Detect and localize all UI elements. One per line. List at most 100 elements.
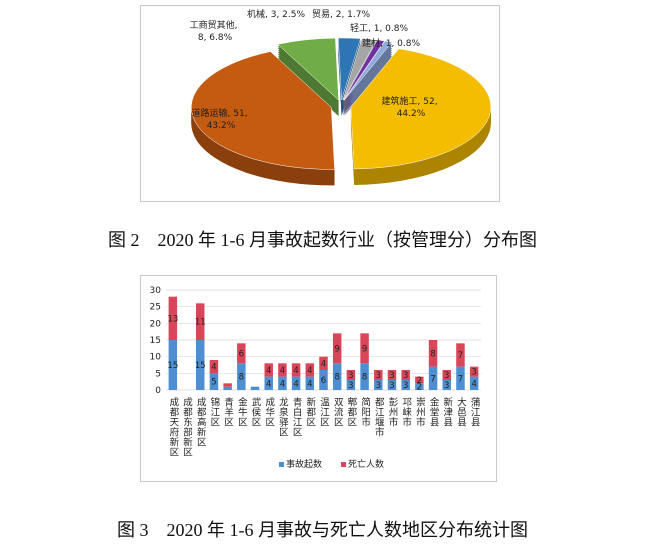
x-tick-label: 成都天府新区 (167, 396, 179, 457)
slice-label-part: 2 (336, 10, 342, 20)
slice-label-part: 0.8% (385, 24, 408, 34)
slice-label: 道路运输, 51, 43.2% (192, 107, 251, 131)
pie-slice (343, 39, 385, 101)
bar-segment (387, 370, 397, 380)
slice-label-part: , (368, 24, 374, 34)
slice-label: 建筑施工, 52, 44.2% (382, 95, 441, 119)
slice-label-part: 51 (233, 109, 244, 119)
slice-label: 建材, 1, 0.8% (362, 37, 421, 49)
slice-label-part: 轻工 (350, 22, 368, 34)
pie-slice (350, 48, 492, 170)
bar-segment (223, 386, 232, 390)
bar-value-label: 8 (362, 373, 367, 383)
bar-value-label: 3 (348, 381, 353, 391)
slice-side (344, 49, 393, 109)
bar-value-label: 6 (321, 376, 326, 386)
bar-segment (237, 363, 246, 390)
slice-label: 轻工, 1, 0.8% (350, 22, 409, 34)
bar-value-label: 3 (403, 371, 408, 381)
slice-label-part: 52 (423, 97, 434, 107)
bar-value-label: 3 (444, 381, 449, 391)
bar-segment (291, 363, 301, 377)
bar-segment (456, 366, 465, 390)
x-tick-label: 龙泉驿区 (277, 396, 289, 437)
x-tick-label: 邛崃市 (400, 397, 412, 427)
slice-label-part: 43.2% (207, 121, 236, 131)
slice-label-part: 1.7% (347, 10, 370, 20)
bar-value-label: 3 (471, 368, 476, 378)
legend-swatch (279, 462, 284, 467)
bar-segment (346, 370, 356, 380)
bar-value-label: 15 (167, 361, 178, 371)
slice-side (344, 45, 393, 105)
bar-value-label: 15 (195, 361, 206, 371)
bar-value-label: 7 (458, 374, 463, 384)
slice-side (344, 55, 393, 115)
bar-value-label: 7 (430, 374, 435, 384)
bar-segment (346, 380, 356, 390)
pie-frame: 建筑施工, 52, 44.2% 道路运输, 51, 43.2% 工商贸其他, 8, … (140, 5, 500, 202)
bar-value-label: 4 (307, 366, 312, 376)
bar-value-label: 6 (239, 349, 244, 359)
bar-segment (415, 383, 424, 390)
slice-label-part: 机械 (247, 8, 265, 20)
bar-value-label: 5 (211, 378, 216, 388)
slice-label-part: , (204, 33, 210, 43)
bar-segment (168, 340, 178, 390)
bar-value-label: 4 (266, 366, 271, 376)
x-tick-label: 崇州市 (414, 397, 426, 427)
x-tick-label: 新津县 (441, 396, 453, 427)
bar-value-label: 4 (293, 366, 298, 376)
bar-segment (469, 376, 479, 390)
bar-segment (374, 380, 383, 390)
slice-side (344, 53, 393, 113)
pie-slice (343, 40, 393, 101)
pie-chart: 建筑施工, 52, 44.2% 道路运输, 51, 43.2% 工商贸其他, 8, … (190, 8, 492, 186)
slice-label: 贸易, 2, 1.7% (312, 8, 371, 20)
bar-value-label: 3 (403, 381, 408, 391)
bar-value-label: 8 (430, 349, 435, 359)
bar-value-label: 4 (266, 379, 271, 389)
slice-side (344, 47, 393, 107)
bar-segment (428, 366, 438, 390)
legend-label: 事故起数 (286, 458, 322, 470)
bar-segment (374, 370, 383, 380)
x-tick-label: 彭州市 (386, 396, 398, 427)
bar-value-label: 3 (376, 371, 381, 381)
figure-caption: 图 2 2020 年 1-6 月事故起数行业（按管理分）分布图 (108, 230, 537, 250)
bar-value-label: 4 (280, 366, 285, 376)
bar-segment (332, 333, 342, 364)
x-tick-label: 双流区 (332, 397, 344, 427)
bar-segment (250, 386, 260, 390)
slice-label-part: 1 (374, 24, 380, 34)
x-tick-label: 金堂县 (428, 396, 440, 427)
x-tick-label: 锦江区 (208, 396, 220, 427)
bar-segment (387, 380, 397, 390)
bar-value-label: 9 (334, 344, 339, 354)
bar-value-label: 2 (417, 383, 422, 393)
bar-segment (360, 333, 369, 364)
bar-segment (278, 363, 287, 377)
x-tick-label: 新都区 (304, 396, 316, 427)
bar-value-label: 3 (376, 381, 381, 391)
slice-label-part: 3 (271, 10, 277, 20)
pie-slice (342, 38, 377, 101)
bar-value-label: 9 (362, 344, 367, 354)
bar-value-label: 8 (334, 373, 339, 383)
bar-value-label: 2 (417, 376, 422, 386)
bar-value-label: 4 (307, 379, 312, 389)
bar-value-label: 3 (348, 371, 353, 381)
bar-segment (415, 376, 424, 384)
slice-label-part: , (245, 109, 251, 119)
bar-segment (209, 360, 219, 374)
slice-label-part: 道路运输 (192, 107, 228, 119)
bar-segment (401, 380, 410, 390)
bar-value-label: 13 (167, 314, 178, 324)
slice-label: 工商贸其他, 8, 6.8% (190, 19, 241, 43)
slice-label-part: 建材 (362, 37, 380, 49)
slice-label-part: , (380, 39, 386, 49)
bar-segment (319, 356, 328, 370)
bar-segment (319, 370, 328, 390)
bar-segment (360, 363, 369, 390)
